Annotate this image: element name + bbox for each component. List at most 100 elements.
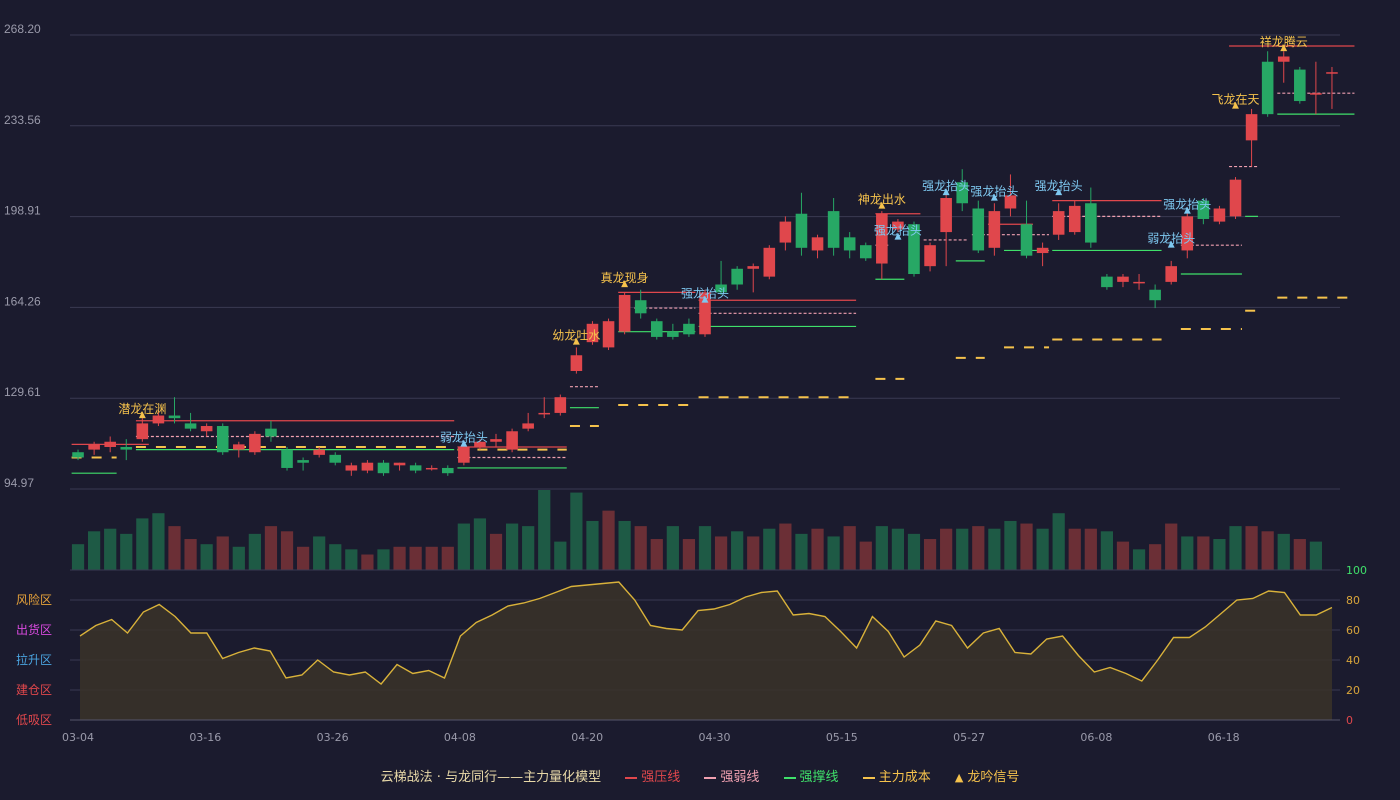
volume-bar bbox=[1261, 531, 1274, 570]
candle-body bbox=[1277, 56, 1290, 62]
volume-bar bbox=[779, 523, 792, 570]
date-tick-label: 05-27 bbox=[953, 731, 985, 744]
candle-body bbox=[1181, 216, 1194, 251]
legend-strong-press[interactable]: 强压线 bbox=[625, 766, 680, 785]
zone-label: 拉升区 bbox=[16, 652, 52, 667]
oscillator-line bbox=[79, 581, 1333, 685]
volume-bar bbox=[345, 549, 358, 570]
candle-body bbox=[136, 423, 149, 440]
volume-bar bbox=[104, 528, 117, 570]
oscillator-tick-label: 80 bbox=[1346, 594, 1360, 607]
candle-body bbox=[843, 237, 856, 251]
legend-signal[interactable]: ▲ 龙吟信号 bbox=[955, 766, 1019, 785]
strong-press-swatch bbox=[625, 776, 638, 779]
oscillator-area bbox=[80, 582, 1332, 720]
candle-body bbox=[827, 211, 840, 248]
candle-body bbox=[779, 221, 792, 243]
candle-body bbox=[1133, 281, 1145, 284]
volume-bar bbox=[1052, 513, 1065, 570]
candle-body bbox=[667, 331, 679, 337]
volume-bar bbox=[248, 533, 261, 570]
volume-bar bbox=[907, 533, 921, 570]
candle-body bbox=[216, 426, 229, 453]
legend-cost[interactable]: 主力成本 bbox=[862, 766, 931, 785]
volume-bar bbox=[747, 536, 760, 570]
candle-body bbox=[297, 460, 309, 463]
signal-label: 飞龙在天 bbox=[1211, 93, 1259, 107]
date-tick-label: 03-16 bbox=[189, 731, 221, 744]
candle-body bbox=[490, 439, 502, 442]
candle-body bbox=[393, 462, 406, 466]
candle-body bbox=[168, 415, 181, 419]
volume-bar bbox=[377, 549, 390, 570]
legend-cost-label: 主力成本 bbox=[878, 770, 931, 785]
candle-body bbox=[1101, 276, 1113, 288]
volume-bar bbox=[843, 526, 856, 570]
legend-strong-press-label: 强压线 bbox=[641, 770, 681, 785]
candle-body bbox=[441, 467, 454, 474]
volume-bar bbox=[602, 510, 615, 570]
triangle-icon: ▲ bbox=[954, 771, 964, 784]
signal-triangle-icon: ▲ bbox=[1168, 240, 1175, 250]
volume-bar bbox=[88, 531, 101, 570]
volume-bar bbox=[666, 526, 679, 570]
signal-triangle-icon: ▲ bbox=[139, 410, 146, 420]
volume-bar bbox=[216, 536, 229, 570]
candle-body bbox=[409, 465, 422, 471]
legend-weak-label: 强弱线 bbox=[720, 770, 760, 785]
signal-triangle-icon: ▲ bbox=[991, 192, 998, 202]
volume-bar bbox=[795, 533, 808, 570]
candle-body bbox=[88, 444, 100, 450]
candle-body bbox=[988, 211, 1001, 248]
volume-bar bbox=[168, 526, 181, 570]
volume-bar bbox=[361, 554, 374, 570]
date-tick-label: 03-26 bbox=[317, 731, 349, 744]
oscillator-tick-label: 60 bbox=[1346, 624, 1360, 637]
candle-body bbox=[233, 444, 245, 450]
volume-bar bbox=[875, 526, 888, 570]
candle-body bbox=[329, 454, 342, 463]
zone-label: 出货区 bbox=[16, 622, 52, 637]
signal-triangle-icon: ▲ bbox=[621, 279, 628, 289]
candle-body bbox=[1197, 200, 1210, 219]
candle-body bbox=[425, 467, 438, 470]
candle-body bbox=[1068, 205, 1081, 233]
price-tick-label: 129.61 bbox=[4, 385, 41, 399]
signal-label: 强龙抬头 bbox=[922, 179, 970, 193]
signal-triangle-icon: ▲ bbox=[1232, 101, 1239, 111]
volume-bar bbox=[1309, 541, 1322, 570]
volume-bar bbox=[505, 523, 519, 570]
candle-body bbox=[506, 431, 518, 450]
chart-legend: 云梯战法 · 与龙同行——主力量化模型 强压线 强弱线 强撑线 主力成本 ▲ 龙吟… bbox=[0, 766, 1400, 785]
volume-bar bbox=[1165, 523, 1178, 570]
volume-bar bbox=[618, 520, 631, 570]
volume-bar bbox=[441, 546, 454, 570]
candle-body bbox=[859, 245, 872, 259]
candle-body bbox=[650, 321, 663, 337]
strong-support-swatch bbox=[783, 776, 796, 779]
candle-body bbox=[683, 323, 695, 335]
oscillator-tick-label: 0 bbox=[1346, 714, 1353, 727]
legend-strong-support[interactable]: 强撑线 bbox=[783, 766, 839, 785]
date-tick-label: 04-30 bbox=[699, 731, 731, 744]
signal-label: 祥龙腾云 bbox=[1260, 34, 1308, 49]
candle-body bbox=[876, 213, 888, 264]
volume-bar bbox=[811, 528, 824, 570]
candle-body bbox=[104, 441, 116, 447]
volume-bar bbox=[329, 544, 342, 570]
candle-body bbox=[1165, 266, 1177, 282]
price-tick-label: 268.20 bbox=[4, 22, 41, 36]
volume-bar bbox=[731, 531, 744, 570]
volume-bar bbox=[425, 546, 438, 570]
legend-strong-support-label: 强撑线 bbox=[799, 770, 839, 785]
oscillator-tick-label: 100 bbox=[1346, 564, 1367, 577]
legend-title: 云梯战法 · 与龙同行——主力量化模型 bbox=[381, 766, 601, 785]
signal-label: 弱龙抬头 bbox=[1147, 232, 1195, 246]
volume-bar bbox=[71, 544, 85, 570]
volume-bar bbox=[1020, 523, 1033, 570]
candle-body bbox=[811, 237, 824, 251]
volume-bar bbox=[1116, 541, 1130, 570]
volume-bar bbox=[827, 536, 840, 570]
legend-weak[interactable]: 强弱线 bbox=[704, 766, 759, 785]
volume-bar bbox=[1245, 526, 1258, 570]
